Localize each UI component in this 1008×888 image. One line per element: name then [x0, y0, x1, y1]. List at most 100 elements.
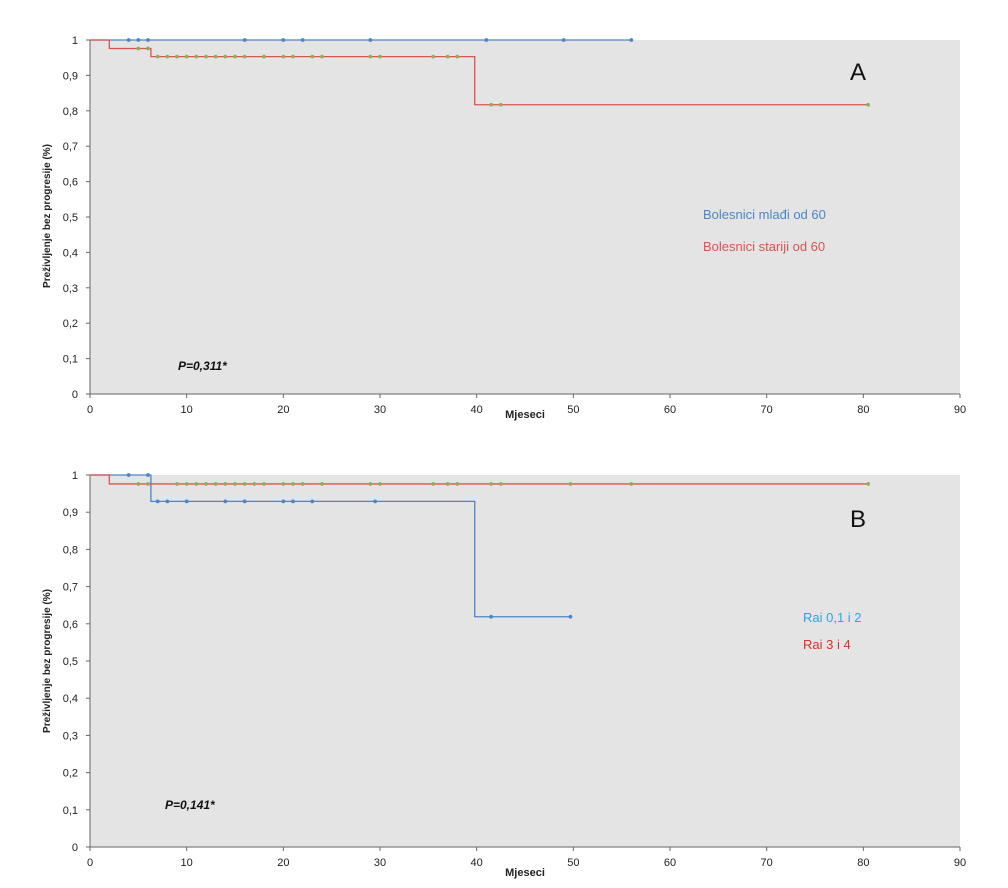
censor-marker-a-2 — [242, 54, 247, 59]
censor-marker-b-1 — [568, 614, 573, 619]
censor-marker-b-2 — [281, 482, 286, 486]
y-tick-label-a: 0,3 — [63, 283, 78, 295]
y-tick-label-a: 1 — [72, 35, 78, 47]
censor-marker-b-2 — [300, 482, 305, 486]
x-tick-label-b: 20 — [277, 857, 289, 869]
y-axis-label-a: Preživljenje bez progresije (%) — [42, 144, 53, 288]
y-tick-label-b: 1 — [72, 470, 78, 482]
y-tick-label-b: 0,5 — [63, 656, 78, 668]
x-tick-label-b: 30 — [374, 857, 386, 869]
x-tick-label-b: 60 — [664, 857, 676, 869]
censor-marker-a-1 — [146, 38, 150, 42]
censor-marker-a-2 — [146, 46, 150, 51]
censor-marker-b-1 — [281, 499, 286, 504]
y-tick-label-b: 0,6 — [63, 619, 78, 631]
y-tick-label-b: 0,4 — [63, 693, 78, 705]
x-tick-label-a: 20 — [277, 404, 289, 416]
censor-marker-a-1 — [281, 38, 286, 42]
censor-marker-a-2 — [233, 54, 237, 59]
censor-marker-b-1 — [373, 499, 378, 504]
censor-marker-b-2 — [146, 482, 150, 486]
censor-marker-a-2 — [136, 46, 141, 51]
censor-marker-a-2 — [155, 54, 160, 59]
censor-marker-b-2 — [252, 482, 257, 486]
plot-area-a — [90, 40, 960, 394]
y-tick-label-a: 0,7 — [63, 141, 78, 153]
censor-marker-b-1 — [165, 499, 170, 504]
y-tick-label-b: 0,3 — [63, 730, 78, 742]
censor-marker-a-2 — [378, 54, 382, 59]
panel-b: 0 10 20 30 40 50 60 70 80 90 0 0,1 0,2 0,3 0,4 0,5 0,6 0,… — [42, 470, 966, 879]
censor-marker-a-2 — [445, 54, 450, 59]
censor-marker-b-2 — [378, 482, 382, 486]
censor-marker-b-2 — [291, 482, 295, 486]
x-tick-label-a: 40 — [471, 404, 483, 416]
censor-marker-b-2 — [184, 482, 189, 486]
censor-marker-a-1 — [629, 38, 634, 42]
censor-marker-b-2 — [213, 482, 218, 486]
series-line-a-2 — [90, 39, 869, 106]
x-tick-label-a: 80 — [857, 404, 869, 416]
censor-marker-a-2 — [213, 54, 218, 59]
y-tick-label-a: 0,5 — [63, 212, 78, 224]
y-tick-label-b: 0,1 — [63, 805, 78, 817]
x-tick-label-a: 10 — [181, 404, 193, 416]
censor-marker-a-2 — [262, 54, 266, 59]
censor-marker-b-2 — [445, 482, 450, 486]
censor-marker-a-1 — [242, 38, 247, 42]
y-tick-label-b: 0,2 — [63, 768, 78, 780]
censor-marker-a-2 — [165, 54, 170, 59]
legend-item-b-1: Rai 0,1 i 2 — [803, 610, 862, 625]
censor-marker-b-1 — [223, 499, 228, 504]
y-tick-label-b: 0 — [72, 842, 78, 854]
censor-marker-a-2 — [204, 54, 208, 59]
censor-marker-b-2 — [175, 482, 179, 486]
censor-marker-b-2 — [233, 482, 237, 486]
panel-a: 0 10 20 30 40 50 60 70 80 90 0 0,1 0,2 0,3 0,4 0,5 0,6 0,… — [42, 35, 966, 421]
censor-marker-a-2 — [291, 54, 295, 59]
p-value-a: P=0,311* — [178, 359, 228, 373]
censor-marker-b-2 — [455, 482, 460, 486]
censor-marker-a-1 — [561, 38, 566, 42]
x-tick-label-b: 10 — [181, 857, 193, 869]
censor-marker-b-2 — [498, 482, 503, 486]
x-tick-label-a: 90 — [954, 404, 966, 416]
censor-marker-b-1 — [184, 499, 189, 504]
x-tick-label-a: 70 — [761, 404, 773, 416]
censor-marker-b-1 — [126, 473, 131, 477]
censor-marker-b-1 — [242, 499, 247, 504]
censor-marker-a-2 — [498, 102, 503, 107]
y-tick-label-a: 0,1 — [63, 354, 78, 366]
x-tick-label-a: 30 — [374, 404, 386, 416]
censor-marker-b-2 — [320, 482, 324, 486]
y-tick-label-a: 0,9 — [63, 70, 78, 82]
censor-marker-a-1 — [368, 38, 373, 42]
censor-marker-b-2 — [204, 482, 208, 486]
x-axis-label-a: Mjeseci — [505, 409, 545, 421]
censor-marker-a-2 — [184, 54, 189, 59]
censor-marker-a-2 — [320, 54, 324, 59]
censor-marker-a-2 — [310, 54, 315, 59]
censor-marker-a-2 — [431, 54, 436, 59]
x-tick-label-b: 80 — [857, 857, 869, 869]
plot-area-b — [90, 475, 960, 847]
censor-marker-b-2 — [629, 482, 634, 486]
legend-item-a-2: Bolesnici stariji od 60 — [703, 239, 825, 254]
censor-marker-b-1 — [489, 614, 494, 619]
censor-marker-b-1 — [291, 499, 295, 504]
legend-item-b-2: Rai 3 i 4 — [803, 637, 851, 652]
x-tick-label-b: 0 — [87, 857, 93, 869]
censor-marker-a-1 — [136, 38, 141, 42]
x-tick-label-a: 60 — [664, 404, 676, 416]
x-tick-label-b: 50 — [567, 857, 579, 869]
censor-marker-b-1 — [146, 473, 150, 477]
censor-marker-b-2 — [223, 482, 228, 486]
censor-marker-b-2 — [866, 482, 871, 486]
censor-marker-a-1 — [484, 38, 489, 42]
y-tick-label-b: 0,8 — [63, 544, 78, 556]
censor-marker-b-2 — [194, 482, 199, 486]
x-tick-label-b: 40 — [471, 857, 483, 869]
panel-letter-b: B — [850, 506, 866, 533]
y-tick-label-a: 0,8 — [63, 106, 78, 118]
